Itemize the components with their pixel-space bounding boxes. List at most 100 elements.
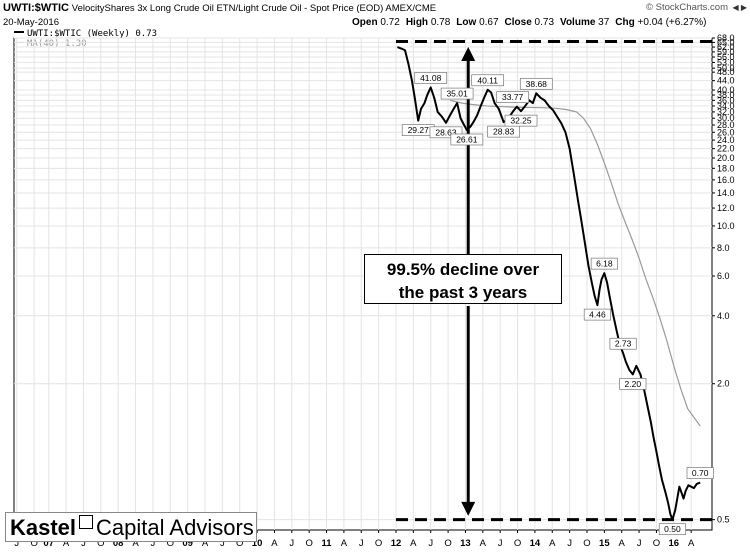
y-tick-label: 14.0	[717, 188, 735, 198]
price-series-line	[397, 46, 701, 521]
data-label: 6.18	[596, 259, 613, 269]
data-label: 29.27	[408, 125, 430, 135]
chart-date: 20-May-2016	[3, 17, 59, 28]
stat-value: 0.73	[534, 17, 555, 28]
stat-label: Close	[504, 17, 535, 28]
x-tick-label: J	[14, 538, 19, 549]
x-tick-label: J	[567, 538, 572, 549]
x-tick-label: 07	[43, 538, 54, 549]
x-tick-label: A	[271, 538, 278, 549]
stat-label: Chg	[615, 17, 638, 28]
x-tick-label: J	[81, 538, 86, 549]
arrow-head-up	[461, 47, 476, 62]
x-tick-label: A	[480, 538, 487, 549]
y-tick-label: 30.0	[717, 113, 735, 123]
legend-price-label: UWTI:$WTIC (Weekly) 0.73	[27, 29, 158, 39]
x-tick-label: 16	[669, 538, 680, 549]
stat-value: +0.04 (+6.27%)	[637, 17, 707, 28]
y-tick-label: 2.0	[717, 379, 730, 389]
data-label: 2.73	[615, 339, 632, 349]
legend-price: UWTI:$WTIC (Weekly) 0.73	[14, 29, 157, 39]
x-tick-label: 11	[322, 538, 333, 549]
x-tick-label: A	[202, 538, 209, 549]
data-label: 28.83	[493, 127, 515, 137]
annotation-line-2: the past 3 years	[398, 283, 528, 302]
y-tick-label: 4.0	[717, 311, 730, 321]
data-label: 4.46	[589, 310, 606, 320]
y-tick-label: 22.0	[717, 144, 735, 154]
y-tick-label: 34.0	[717, 101, 735, 111]
chart-title-row: UWTI:$WTIC VelocityShares 3x Long Crude …	[3, 2, 747, 16]
data-label-box	[440, 87, 474, 100]
y-tick-label: 12.0	[717, 203, 735, 213]
y-tick-label: 38.0	[717, 90, 735, 100]
x-tick-label: A	[63, 538, 70, 549]
y-tick-label: 62.0	[717, 42, 735, 52]
data-label-box	[590, 257, 618, 270]
data-label: 40.11	[477, 75, 498, 85]
x-tick-label: A	[619, 538, 626, 549]
nav-arrows[interactable]: ◀ ▶	[732, 3, 747, 12]
y-tick-label: 24.0	[717, 135, 735, 145]
ma-series-line	[450, 99, 701, 427]
x-tick-label: J	[220, 538, 225, 549]
x-tick-label: A	[688, 538, 695, 549]
data-label-box	[609, 337, 637, 350]
y-tick-label: 68.0	[717, 33, 735, 43]
arrow-head-down	[461, 501, 476, 516]
data-label: 35.01	[446, 89, 468, 99]
y-tick-label: 10.0	[717, 221, 735, 231]
x-tick-label: 08	[113, 538, 124, 549]
data-label-box	[414, 72, 448, 84]
y-tick-label: 53.0	[717, 57, 735, 67]
data-label: 33.77	[502, 92, 524, 102]
stat-open: Open 0.72	[352, 17, 400, 28]
y-tick-label: 59.0	[717, 47, 735, 57]
data-label: 2.20	[625, 379, 642, 389]
data-label-box	[686, 467, 714, 479]
x-tick-label: J	[151, 538, 156, 549]
stat-high: High 0.78	[406, 17, 450, 28]
stat-label: Low	[456, 17, 480, 28]
symbol-label: UWTI:$WTIC	[3, 2, 69, 14]
price-swatch	[14, 31, 24, 33]
data-label-box	[619, 378, 647, 390]
y-tick-label: 6.0	[717, 271, 730, 281]
price-stats: Open 0.72 High 0.78 Low 0.67 Close 0.73 Volu…	[352, 17, 712, 28]
stat-volume: Volume 37	[560, 17, 609, 28]
data-label: 28.63	[435, 127, 457, 137]
stat-value: 37	[598, 17, 610, 28]
brand-icon	[79, 515, 94, 529]
x-tick-label: 14	[530, 538, 541, 549]
stat-label: High	[405, 17, 431, 28]
stat-close: Close 0.73	[505, 17, 554, 28]
x-tick-label: O	[97, 538, 104, 549]
y-tick-label: 28.0	[717, 120, 735, 130]
x-tick-label: O	[514, 538, 521, 549]
data-label-box	[450, 133, 484, 146]
y-tick-label: 26.0	[717, 127, 735, 137]
x-tick-label: 12	[391, 538, 402, 549]
x-tick-label: O	[236, 538, 243, 549]
x-tick-label: 15	[599, 538, 610, 549]
annotation-line-1: 99.5% decline over	[386, 260, 540, 279]
x-tick-label: A	[410, 538, 417, 549]
x-tick-label: 13	[460, 538, 471, 549]
stat-value: 0.72	[380, 17, 400, 28]
x-tick-label: 10	[252, 538, 263, 549]
stat-label: Volume	[560, 17, 599, 28]
y-tick-label: 0.5	[717, 515, 730, 525]
x-tick-label: O	[583, 538, 590, 549]
x-tick-label: A	[132, 538, 139, 549]
data-label-box	[471, 74, 505, 87]
x-tick-label: J	[359, 538, 364, 549]
x-tick-label: A	[341, 538, 348, 549]
decline-annotation: 99.5% decline over the past 3 years	[364, 254, 562, 304]
data-label-box	[487, 125, 520, 138]
logo-text: © StockCharts.com	[646, 2, 728, 13]
x-tick-label: O	[375, 538, 382, 549]
stat-low: Low 0.67	[456, 17, 498, 28]
x-tick-label: 09	[182, 538, 193, 549]
legend-ma-label: MA(40) 1.30	[27, 39, 87, 49]
y-tick-label: 32.0	[717, 107, 735, 117]
